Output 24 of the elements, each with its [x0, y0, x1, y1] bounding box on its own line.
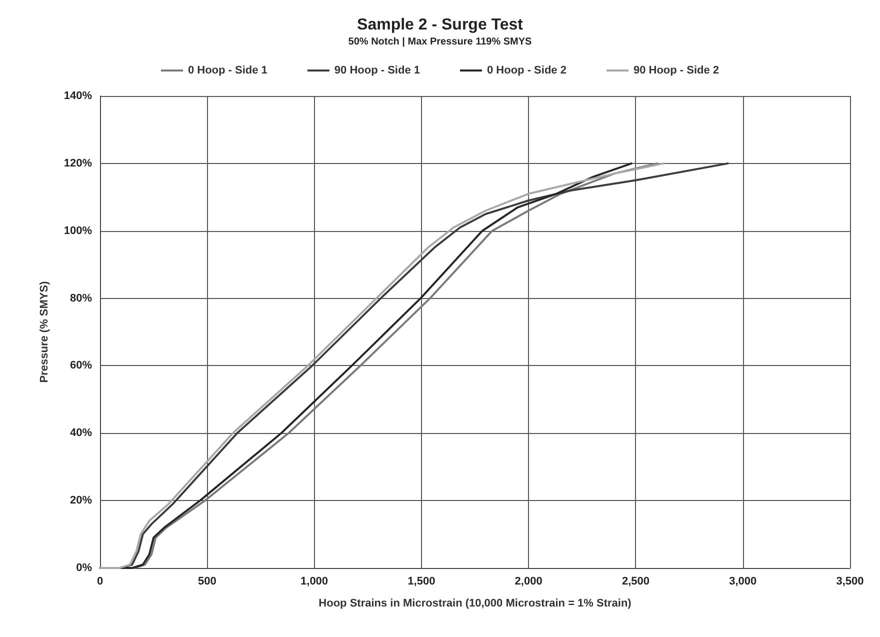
x-tick-label: 1,500 — [408, 576, 436, 588]
y-tick-label: 40% — [70, 427, 92, 440]
x-tick-label: 3,000 — [729, 576, 757, 588]
legend-label: 0 Hoop - Side 2 — [487, 64, 566, 76]
chart-subtitle: 50% Notch | Max Pressure 119% SMYS — [348, 36, 532, 48]
x-tick-label: 1,000 — [300, 576, 328, 588]
y-tick-label: 140% — [64, 90, 92, 102]
y-axis-title: Pressure (% SMYS) — [38, 280, 50, 383]
y-tick-label: 20% — [70, 494, 92, 507]
y-tick-label: 0% — [76, 562, 92, 574]
y-tick-label: 100% — [64, 224, 92, 237]
x-axis-title: Hoop Strains in Microstrain (10,000 Microstrain = 1% Strain) — [318, 598, 632, 610]
y-tick-label: 60% — [70, 360, 92, 372]
x-tick-label: 0 — [96, 576, 104, 588]
x-tick-label: 2,000 — [514, 576, 542, 588]
legend-label: 90 Hoop - Side 2 — [633, 64, 720, 76]
legend-label: 0 Hoop - Side 1 — [188, 64, 268, 76]
legend-label: 90 Hoop - Side 1 — [334, 64, 420, 76]
chart-title: Sample 2 - Surge Test — [357, 16, 524, 34]
x-tick-label: 3,500 — [836, 576, 864, 588]
x-tick-label: 500 — [198, 576, 216, 588]
y-tick-label: 80% — [70, 292, 92, 304]
x-tick-label: 2,500 — [622, 576, 650, 588]
y-tick-label: 120% — [64, 157, 92, 170]
